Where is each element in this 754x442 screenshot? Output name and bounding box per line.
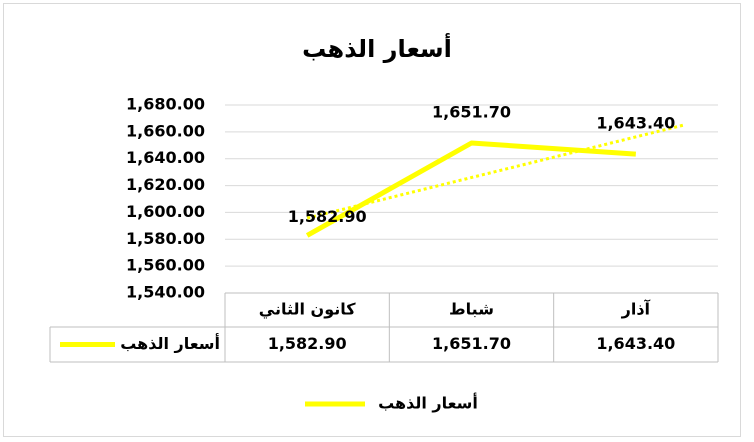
table-value: 1,651.70 xyxy=(432,334,511,353)
legend-label: أسعار الذهب xyxy=(378,393,478,413)
x-tick-label: آذار xyxy=(621,299,651,319)
data-label: 1,643.40 xyxy=(596,114,675,133)
data-label: 1,651.70 xyxy=(432,103,511,122)
chart-border xyxy=(3,3,741,437)
y-tick-label: 1,600.00 xyxy=(126,202,205,221)
x-tick-label: كانون الثاني xyxy=(259,300,357,320)
y-tick-label: 1,660.00 xyxy=(126,121,205,140)
table-series-name: أسعار الذهب xyxy=(120,333,220,353)
trendline xyxy=(306,123,686,220)
y-tick-label: 1,540.00 xyxy=(126,283,205,302)
chart-title: أسعار الذهب xyxy=(302,33,452,63)
y-tick-label: 1,680.00 xyxy=(126,95,205,114)
y-tick-label: 1,640.00 xyxy=(126,148,205,167)
y-tick-label: 1,620.00 xyxy=(126,175,205,194)
table-value: 1,643.40 xyxy=(596,334,675,353)
y-tick-label: 1,560.00 xyxy=(126,256,205,275)
y-tick-label: 1,580.00 xyxy=(126,229,205,248)
data-label: 1,582.90 xyxy=(288,207,367,226)
series-line xyxy=(305,140,637,238)
table-value: 1,582.90 xyxy=(268,334,347,353)
x-tick-label: شباط xyxy=(449,300,494,319)
